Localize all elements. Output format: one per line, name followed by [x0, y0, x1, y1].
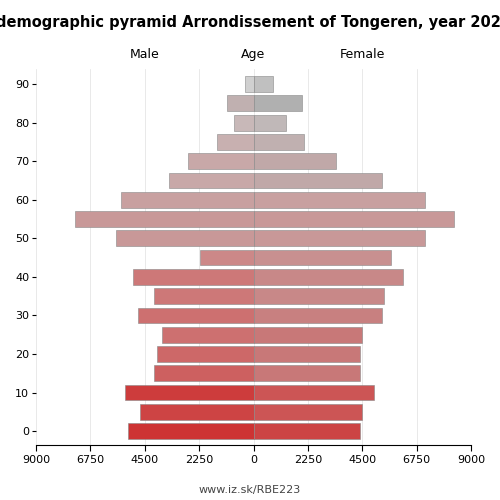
- Bar: [162, 327, 254, 342]
- Bar: [254, 327, 362, 342]
- Bar: [245, 76, 254, 92]
- Bar: [138, 308, 254, 324]
- Bar: [254, 114, 286, 130]
- Bar: [132, 269, 254, 285]
- Text: Female: Female: [340, 48, 385, 61]
- Bar: [254, 404, 362, 419]
- Bar: [140, 404, 254, 419]
- Text: Male: Male: [130, 48, 160, 61]
- Bar: [254, 269, 404, 285]
- Bar: [200, 250, 254, 266]
- Bar: [188, 154, 254, 169]
- Bar: [154, 288, 254, 304]
- Bar: [254, 211, 454, 227]
- Bar: [254, 346, 360, 362]
- Bar: [120, 192, 254, 208]
- Bar: [254, 96, 302, 112]
- Bar: [254, 76, 274, 92]
- Bar: [128, 423, 254, 439]
- Bar: [154, 366, 254, 381]
- Bar: [254, 423, 360, 439]
- Bar: [74, 211, 254, 227]
- Bar: [234, 114, 254, 130]
- Bar: [254, 192, 425, 208]
- Bar: [157, 346, 254, 362]
- Bar: [254, 366, 360, 381]
- Bar: [254, 230, 425, 246]
- Bar: [254, 308, 382, 324]
- Bar: [126, 384, 254, 400]
- Bar: [116, 230, 254, 246]
- Bar: [254, 288, 384, 304]
- Bar: [254, 172, 382, 188]
- Bar: [254, 250, 391, 266]
- Bar: [254, 384, 374, 400]
- Bar: [254, 154, 336, 169]
- Bar: [218, 134, 254, 150]
- Text: Age: Age: [242, 48, 266, 61]
- Bar: [227, 96, 254, 112]
- Bar: [169, 172, 254, 188]
- Bar: [254, 134, 304, 150]
- Text: www.iz.sk/RBE223: www.iz.sk/RBE223: [199, 485, 301, 495]
- Title: demographic pyramid Arrondissement of Tongeren, year 2022: demographic pyramid Arrondissement of To…: [0, 15, 500, 30]
